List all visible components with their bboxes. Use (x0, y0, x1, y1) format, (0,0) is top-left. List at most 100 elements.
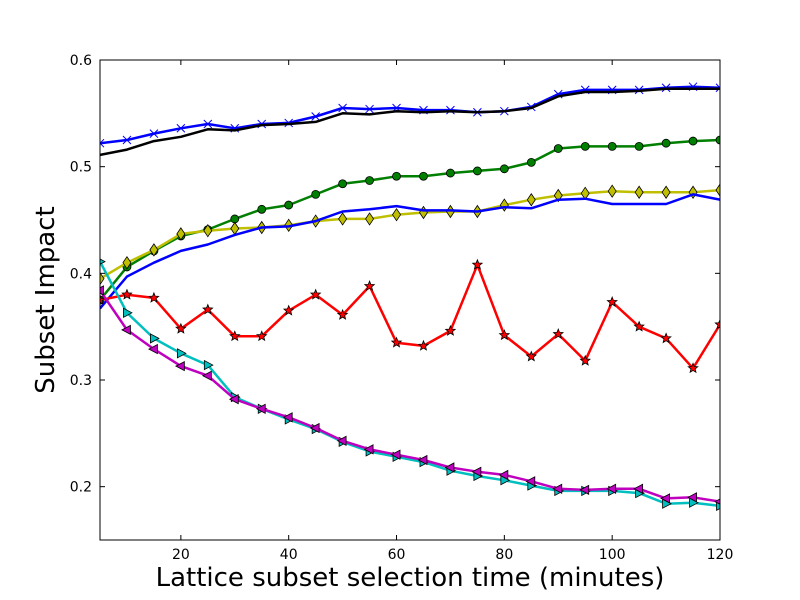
data-point (202, 303, 214, 315)
data-point (336, 308, 349, 320)
y-tick-label: 0.4 (70, 266, 92, 282)
data-point (525, 350, 538, 362)
data-point (309, 422, 320, 434)
series-line (100, 263, 720, 370)
series-line (100, 87, 720, 157)
data-point (228, 394, 239, 405)
data-point (390, 449, 401, 460)
y-tick-label: 0.6 (70, 53, 92, 69)
series-6 (100, 258, 720, 374)
data-point (230, 221, 240, 236)
data-point (338, 179, 348, 189)
data-point (715, 183, 720, 197)
data-point (148, 343, 158, 355)
data-point (715, 83, 720, 93)
data-point (122, 255, 132, 270)
data-point (336, 435, 347, 446)
x-axis-title: Lattice subset selection time (minutes) (156, 563, 665, 593)
y-axis-title: Subset Impact (31, 206, 61, 393)
data-point (338, 103, 347, 113)
data-point (714, 498, 720, 505)
data-point (203, 119, 213, 129)
data-point (606, 296, 618, 308)
data-point (579, 484, 590, 496)
series-line (100, 188, 720, 280)
data-point (123, 307, 133, 318)
data-point (579, 354, 591, 366)
x-tick-label: 20 (172, 547, 190, 563)
x-tick-label: 80 (495, 547, 513, 563)
data-point (498, 469, 509, 481)
y-tick-label: 0.3 (70, 373, 92, 389)
data-point (203, 223, 213, 238)
data-point (365, 212, 375, 226)
data-point (176, 348, 187, 359)
data-point (148, 291, 160, 303)
data-point (633, 483, 644, 494)
series-7 (100, 258, 720, 512)
data-point (282, 412, 293, 423)
data-point (363, 444, 374, 455)
data-point (150, 333, 160, 344)
data-point (633, 320, 645, 332)
data-point (311, 112, 321, 121)
data-point (553, 144, 563, 153)
series-line (100, 193, 720, 310)
x-tick-label: 120 (707, 547, 734, 563)
data-point (309, 288, 322, 300)
data-point (338, 212, 348, 226)
data-point (284, 200, 294, 210)
plot-frame (99, 59, 721, 541)
data-point (446, 168, 455, 178)
data-point (203, 359, 214, 371)
data-point (687, 362, 699, 374)
series-2 (100, 87, 720, 157)
data-point (607, 184, 617, 198)
x-tick-label: 100 (599, 547, 626, 563)
data-point (100, 293, 106, 305)
data-point (363, 280, 376, 292)
data-point (175, 322, 187, 334)
series-line (100, 289, 720, 503)
data-point (149, 129, 159, 138)
series-3 (100, 135, 720, 305)
data-point (100, 285, 104, 296)
x-tick-label: 60 (388, 547, 406, 563)
y-tick-label: 0.2 (70, 480, 92, 496)
series-line (100, 85, 720, 145)
data-point (471, 466, 482, 477)
data-point (201, 370, 212, 381)
data-point (282, 304, 295, 316)
data-point (417, 339, 430, 351)
data-point (526, 157, 536, 167)
data-point (392, 207, 402, 222)
data-point (444, 462, 455, 473)
data-point (255, 330, 268, 342)
data-point (176, 227, 186, 241)
data-point (661, 185, 671, 199)
data-point (688, 136, 698, 146)
data-point (552, 328, 565, 340)
data-point (121, 324, 131, 336)
data-point (390, 336, 403, 348)
data-point (176, 123, 186, 133)
data-point (499, 164, 509, 174)
data-point (660, 332, 672, 344)
data-point (230, 214, 240, 224)
data-point (149, 243, 159, 257)
data-point (634, 141, 644, 151)
data-point (121, 288, 133, 300)
series-4 (100, 183, 720, 286)
data-point (472, 166, 482, 176)
series-line (100, 261, 720, 508)
data-point (498, 329, 511, 341)
data-point (606, 483, 617, 494)
data-point (257, 204, 267, 214)
data-point (607, 141, 617, 151)
data-point (419, 171, 428, 181)
data-point (365, 176, 374, 185)
data-point (580, 141, 590, 151)
data-point (525, 476, 536, 487)
data-point (255, 403, 266, 414)
